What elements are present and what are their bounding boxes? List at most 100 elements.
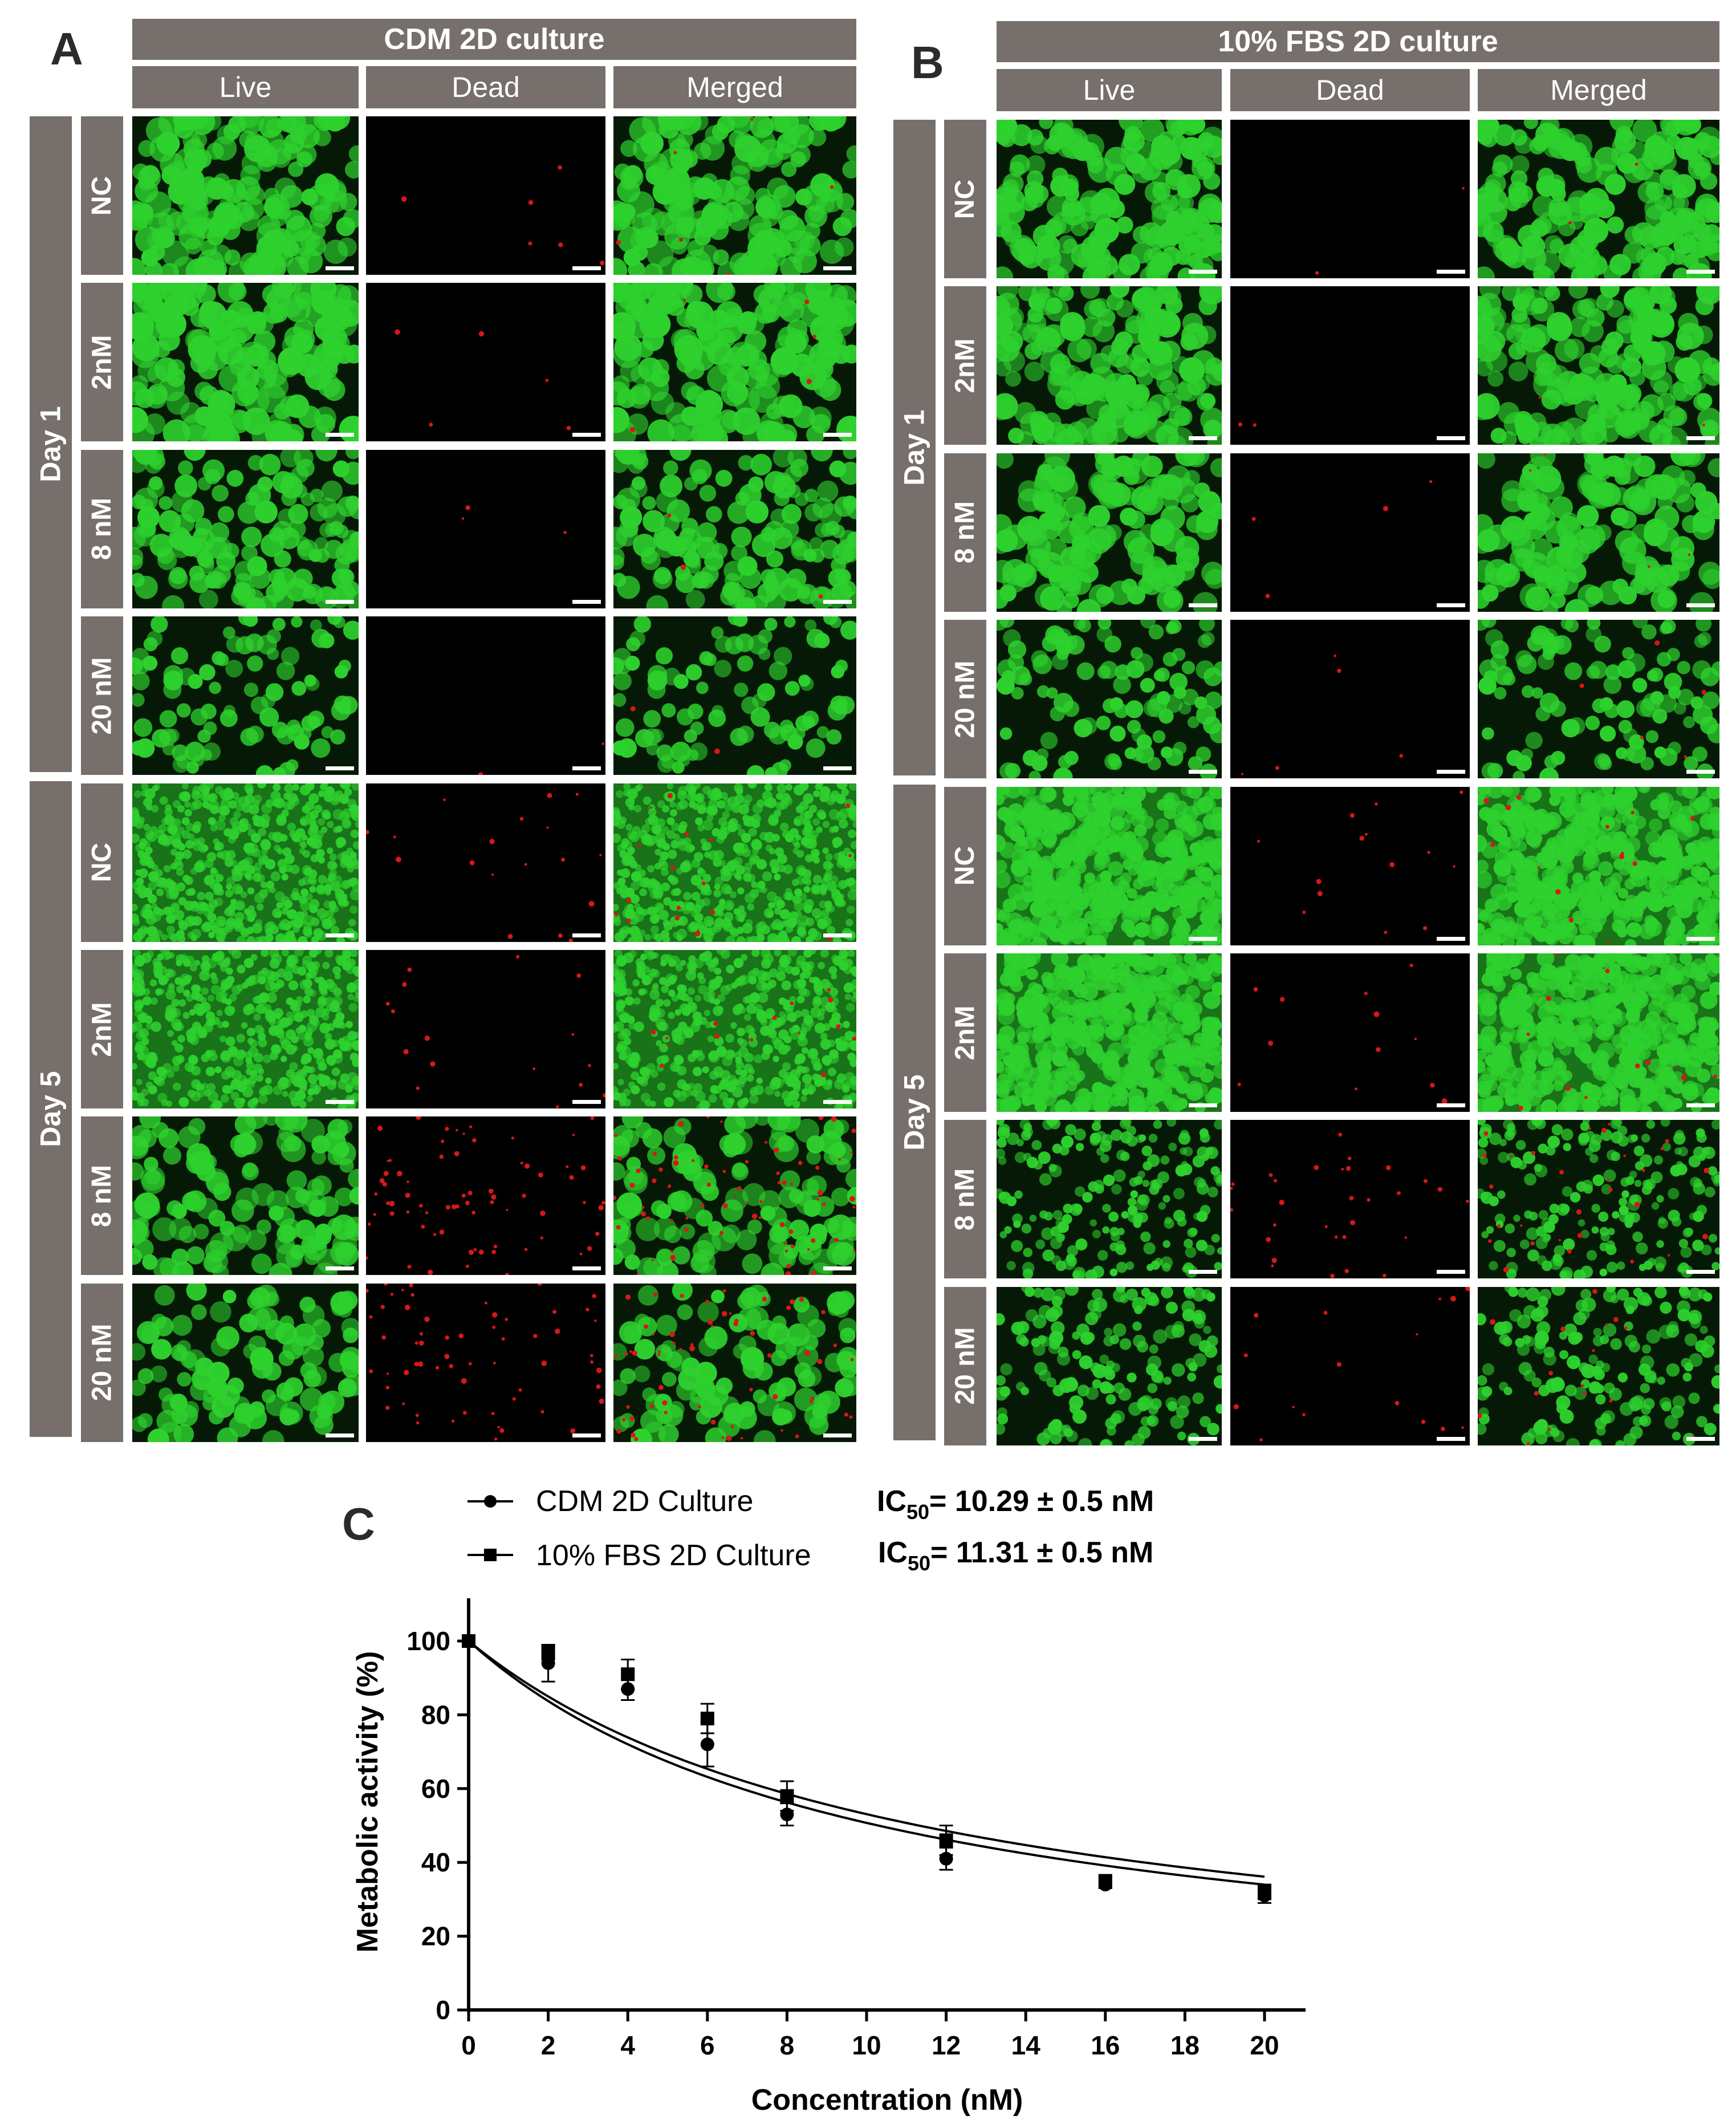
micrograph-dead — [366, 449, 605, 608]
micrograph-live — [997, 286, 1222, 445]
micrograph-dead — [1230, 286, 1470, 445]
micrograph-merged — [1478, 286, 1719, 445]
scale-bar — [326, 599, 354, 604]
scale-bar — [1686, 603, 1715, 607]
micrograph-live — [997, 120, 1222, 278]
micrograph-merged — [1478, 1286, 1719, 1445]
micrograph-live — [132, 116, 359, 275]
data-point-fbs — [541, 1645, 555, 1659]
micrograph-dead — [1230, 953, 1470, 1112]
y-tick-label: 80 — [421, 1700, 450, 1729]
panel-b-condition-label: 20 nM — [944, 1286, 986, 1445]
scale-bar — [1189, 603, 1217, 607]
data-point-fbs — [621, 1667, 635, 1682]
scale-bar — [1686, 770, 1715, 774]
legend-label-fbs: 10% FBS 2D Culture — [536, 1539, 811, 1572]
micrograph-merged — [613, 1283, 856, 1442]
micrograph-live — [132, 1283, 359, 1442]
panel-a-letter: A — [50, 23, 83, 74]
scale-bar — [1686, 936, 1715, 941]
panel-a-title: CDM 2D culture — [132, 19, 856, 60]
scale-bar — [1189, 1436, 1217, 1441]
scale-bar — [326, 433, 354, 437]
panel-a-col-live: Live — [132, 66, 359, 108]
panel-b-condition-label: 20 nM — [944, 620, 986, 779]
panel-b-letter: B — [911, 37, 944, 88]
legend-ic50-cdm: IC50= 10.29 ± 0.5 nM — [877, 1485, 1154, 1524]
micrograph-dead — [1230, 620, 1470, 779]
micrograph-live — [997, 1120, 1222, 1279]
legend-marker-cdm — [484, 1495, 497, 1508]
micrograph-merged — [1478, 453, 1719, 612]
y-tick-label: 40 — [421, 1847, 450, 1877]
x-tick-label: 18 — [1170, 2030, 1200, 2060]
micrograph-dead — [366, 116, 605, 275]
panel-a-col-dead: Dead — [366, 66, 605, 108]
micrograph-dead — [1230, 786, 1470, 945]
legend-marker-fbs — [484, 1549, 497, 1561]
y-tick-label: 20 — [421, 1922, 450, 1951]
axis-ticks: 0 2 4 6 8 10 12 14 16 18 20 0 20 40 60 80 100 — [406, 1626, 1279, 2060]
panel-a-condition-label: 20 nM — [81, 1283, 123, 1442]
scale-bar — [1437, 270, 1465, 274]
data-point-fbs — [462, 1634, 475, 1648]
fit-curve-0 — [467, 1640, 1265, 1886]
scale-bar — [1189, 436, 1217, 441]
panel-a-condition-label: 2nM — [81, 283, 123, 442]
x-tick-label: 10 — [852, 2030, 881, 2060]
scale-bar — [326, 1433, 354, 1437]
scale-bar — [1189, 270, 1217, 274]
scale-bar — [1686, 436, 1715, 441]
scale-bar — [823, 933, 852, 937]
micrograph-dead — [366, 1283, 605, 1442]
panel-c-letter: C — [342, 1498, 375, 1549]
panel-b-condition-label: 8 nM — [944, 453, 986, 612]
y-tick-label: 100 — [406, 1626, 450, 1656]
panel-b-condition-label: NC — [944, 120, 986, 278]
panel-a-condition-label: 8 nM — [81, 449, 123, 608]
panel-b-condition-label: NC — [944, 786, 986, 945]
panel-b-condition-label: 2nM — [944, 953, 986, 1112]
scale-bar — [1189, 770, 1217, 774]
scale-bar — [326, 1266, 354, 1271]
x-tick-label: 20 — [1250, 2030, 1279, 2060]
panel-a-col-merged: Merged — [613, 66, 856, 108]
scale-bar — [1686, 1270, 1715, 1274]
scale-bar — [823, 1433, 852, 1437]
legend-label-cdm: CDM 2D Culture — [536, 1485, 753, 1518]
micrograph-live — [132, 1116, 359, 1276]
scale-bar — [1189, 936, 1217, 941]
scale-bar — [572, 266, 601, 270]
panel-a-condition-label: 2nM — [81, 950, 123, 1108]
micrograph-merged — [613, 950, 856, 1108]
scale-bar — [1437, 770, 1465, 774]
micrograph-merged — [1478, 953, 1719, 1112]
scale-bar — [823, 1100, 852, 1104]
panel-a-day1-label: Day 1 — [30, 116, 72, 772]
scale-bar — [1437, 603, 1465, 607]
scale-bar — [1686, 270, 1715, 274]
micrograph-dead — [366, 616, 605, 775]
data-point-fbs — [780, 1789, 794, 1803]
panel-b-condition-label: 2nM — [944, 286, 986, 445]
micrograph-dead — [366, 1116, 605, 1276]
scale-bar — [1437, 936, 1465, 941]
panel-a-condition-label: 20 nM — [81, 616, 123, 775]
legend-ic50-fbs: IC50= 11.31 ± 0.5 nM — [878, 1536, 1153, 1575]
scale-bar — [326, 933, 354, 937]
data-point-fbs — [939, 1833, 953, 1847]
micrograph-dead — [1230, 1120, 1470, 1279]
micrograph-dead — [1230, 453, 1470, 612]
micrograph-merged — [613, 116, 856, 275]
micrograph-dead — [1230, 120, 1470, 278]
scale-bar — [1437, 1436, 1465, 1441]
scale-bar — [326, 1100, 354, 1104]
panel-b-condition-label: 8 nM — [944, 1120, 986, 1279]
data-point-fbs — [1258, 1885, 1271, 1899]
micrograph-dead — [366, 950, 605, 1108]
legend: CDM 2D Culture IC50= 10.29 ± 0.5 nM 10% … — [467, 1485, 1154, 1575]
micrograph-dead — [1230, 1286, 1470, 1445]
micrograph-live — [132, 783, 359, 942]
x-tick-label: 4 — [620, 2030, 635, 2060]
micrograph-live — [132, 616, 359, 775]
